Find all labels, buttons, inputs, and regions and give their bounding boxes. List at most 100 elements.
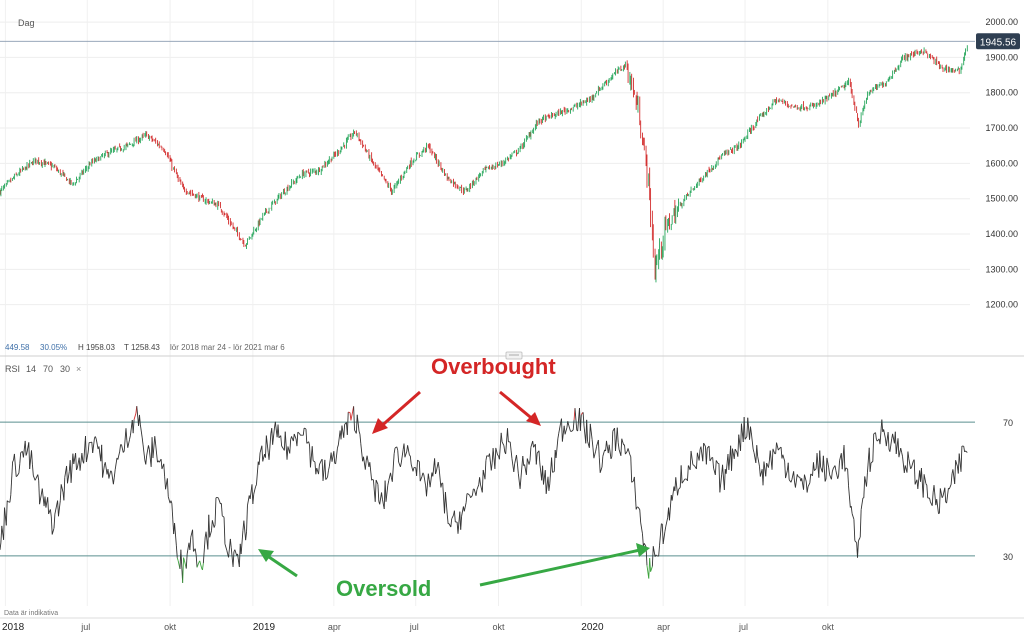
rsi-segment [495, 447, 499, 456]
rsi-segment [232, 551, 235, 567]
rsi-segment [67, 471, 70, 484]
rsi-segment [327, 466, 330, 471]
rsi-segment [652, 546, 656, 557]
rsi-segment [957, 453, 960, 474]
rsi-segment [32, 475, 36, 481]
rsi-segment [166, 478, 169, 497]
rsi-segment [58, 500, 61, 517]
rsi-segment [192, 529, 194, 552]
rsi-segment [507, 428, 509, 442]
price-axis: 1200.00 1300.00 1400.00 1500.00 1600.00 1700.… [985, 17, 1018, 310]
rsi-segment [101, 444, 104, 478]
rsi-segment [467, 493, 470, 496]
candlestick-series [0, 45, 968, 283]
rsi-segment [264, 435, 267, 458]
rsi-segment [498, 432, 502, 460]
rsi-segment [0, 542, 2, 550]
rsi-segment [145, 455, 148, 465]
rsi-segment [152, 436, 156, 459]
rsi-segment [564, 427, 568, 435]
rsi-segment [869, 462, 872, 472]
rsi-segment [130, 419, 133, 436]
rsi-segment [87, 442, 90, 453]
rsi-segment [906, 451, 909, 473]
rsi-segment [419, 476, 423, 482]
oversold-annotation: Oversold [336, 576, 431, 601]
rsi-segment [0, 525, 3, 543]
pane-resize-handle[interactable] [505, 351, 523, 360]
info-low: T 1258.43 [124, 343, 160, 352]
rsi-segment [393, 447, 396, 454]
rsi-segment [113, 469, 116, 478]
rsi-segment [516, 463, 519, 474]
rsi-segment [327, 470, 329, 478]
rsi-segment [834, 465, 837, 471]
rsi-segment [509, 441, 512, 451]
time-tick-label: okt [164, 622, 177, 632]
price-tick-label: 1600.00 [985, 158, 1018, 168]
rsi-segment [230, 547, 234, 567]
rsi-segment [444, 492, 448, 515]
price-tick-label: 1700.00 [985, 123, 1018, 133]
rsi-segment [671, 486, 675, 501]
rsi-segment [787, 462, 790, 480]
rsi-segment [835, 470, 839, 479]
rsi-segment [844, 467, 847, 472]
rsi-segment [224, 543, 228, 551]
rsi-segment [460, 516, 463, 530]
rsi-segment-oversold [202, 563, 204, 570]
price-tick-label: 1800.00 [985, 88, 1018, 98]
rsi-segment [511, 458, 515, 473]
price-tick-label: 1500.00 [985, 194, 1018, 204]
rsi-segment [381, 492, 383, 500]
rsi-segment [186, 542, 190, 554]
rsi-segment [553, 449, 556, 472]
rsi-segment [24, 440, 27, 456]
rsi-segment [740, 423, 742, 451]
rsi-segment [866, 472, 868, 487]
time-tick-label: jul [738, 622, 748, 632]
rsi-segment [136, 406, 140, 426]
rsi-segment [572, 420, 575, 431]
rsi-segment [470, 495, 473, 498]
rsi-segment [544, 470, 547, 494]
rsi-segment [588, 423, 591, 448]
rsi-segment [734, 448, 738, 453]
rsi-segment [346, 412, 349, 435]
rsi-segment [309, 446, 313, 468]
rsi-segment [514, 454, 517, 464]
info-range: lör 2018 mar 24 - lör 2021 mar 6 [170, 343, 285, 352]
rsi-segment [284, 431, 288, 460]
rsi-segment [848, 485, 851, 508]
rsi-segment [796, 474, 799, 477]
rsi-segment [737, 434, 740, 457]
rsi-segment [412, 467, 415, 472]
rsi-segment [95, 439, 99, 450]
rsi-segment [293, 433, 297, 440]
rsi-segment [223, 517, 226, 544]
rsi-segment [522, 455, 525, 466]
main-grid [0, 0, 970, 606]
rsi-segment [83, 435, 86, 464]
rsi-segment [471, 489, 474, 496]
time-tick-label: 2019 [253, 622, 276, 633]
rsi-segment [422, 472, 425, 475]
rsi-segment [409, 454, 411, 457]
rsi-segment [586, 419, 589, 442]
rsi-segment [312, 460, 316, 463]
current-price-line: 1945.56 [0, 33, 1020, 50]
rsi-segment [629, 454, 632, 457]
rsi-segment [473, 488, 477, 496]
rsi-close-icon[interactable]: × [76, 364, 81, 374]
rsi-segment [6, 500, 9, 502]
rsi-segment [750, 432, 754, 450]
rsi-segment [651, 546, 654, 567]
info-change-pct: 30.05% [40, 343, 67, 352]
rsi-segment [303, 427, 307, 430]
rsi-segment [592, 447, 595, 459]
rsi-period: 14 [26, 364, 36, 374]
rsi-segment [542, 465, 544, 485]
rsi-segment [148, 445, 150, 450]
rsi-segment [643, 543, 647, 547]
